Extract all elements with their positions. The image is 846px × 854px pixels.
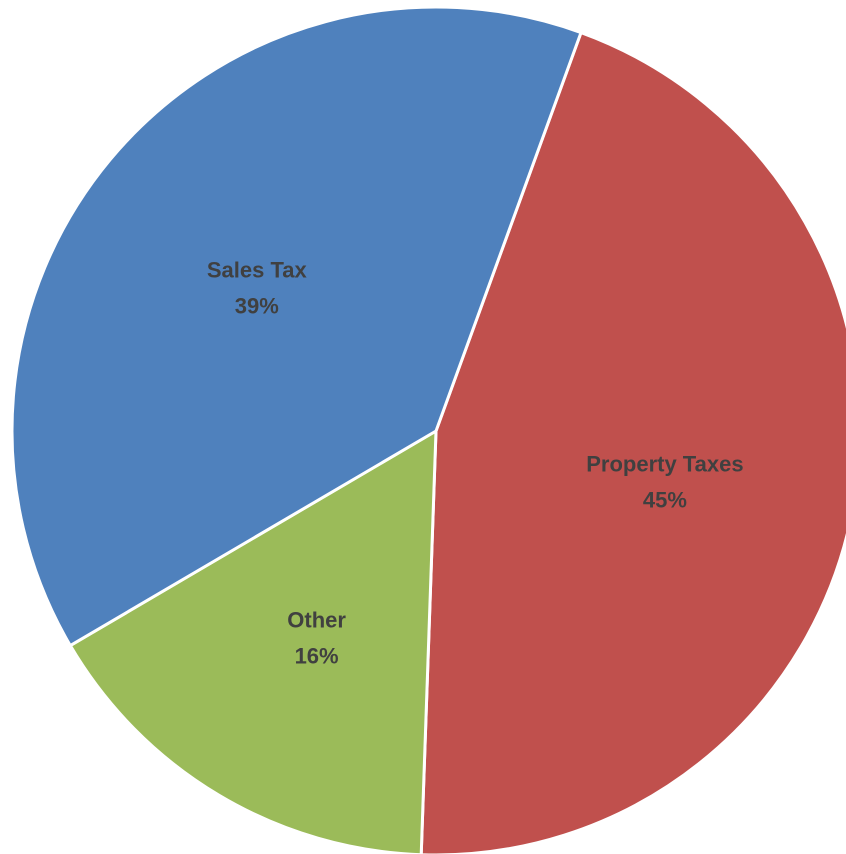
data-label-name: Sales Tax [207, 258, 308, 283]
data-label-value: 16% [295, 643, 339, 668]
pie-data-labels: Property Taxes 45% Other 16% Sales Tax 39% [207, 258, 744, 669]
data-label-name: Property Taxes [586, 452, 743, 477]
pie-slice-property-taxes [419, 30, 846, 854]
data-label-value: 45% [643, 488, 687, 513]
data-label-value: 39% [235, 294, 279, 319]
data-label-property-taxes: Property Taxes 45% [586, 452, 743, 513]
data-label-other: Other 16% [287, 607, 346, 668]
pie-slice-other [68, 428, 438, 854]
data-label-sales-tax: Sales Tax 39% [207, 258, 308, 319]
data-label-name: Other [287, 607, 346, 632]
pie-slices [10, 5, 846, 854]
pie-slice-sales-tax [10, 5, 583, 648]
